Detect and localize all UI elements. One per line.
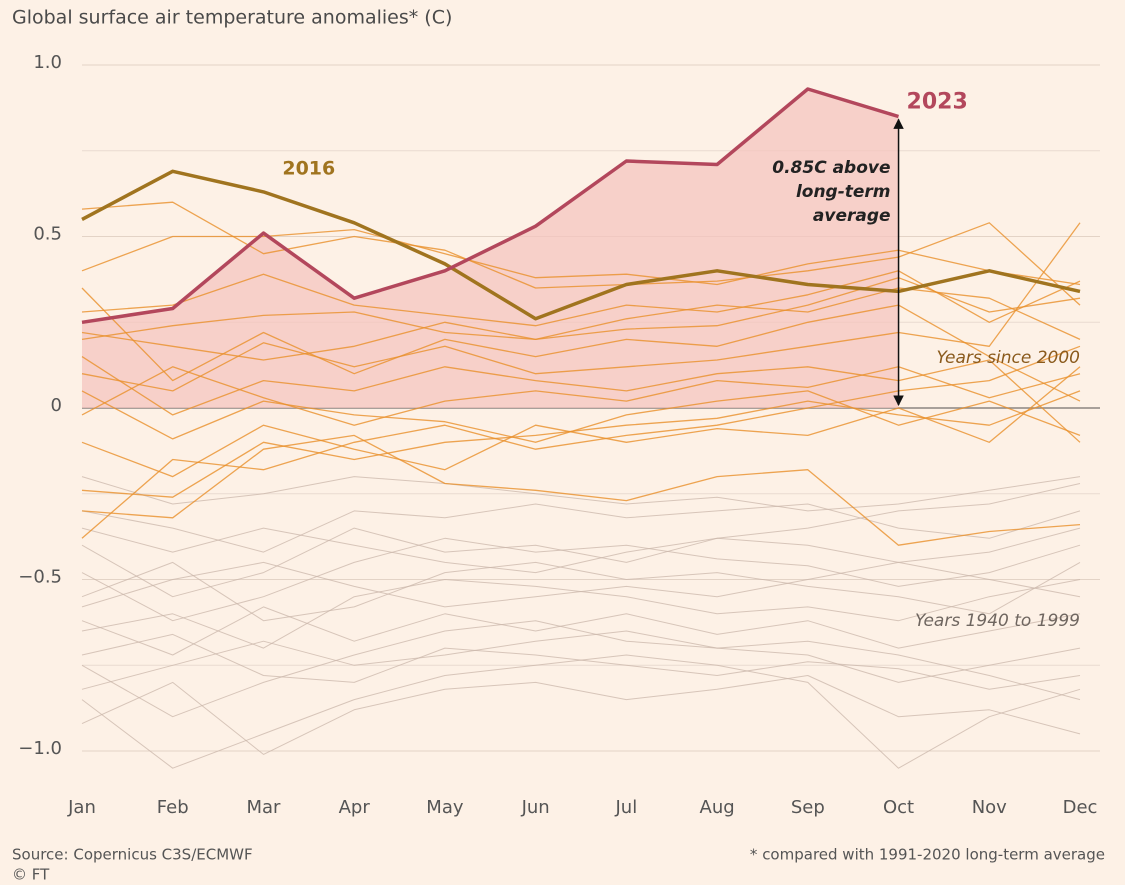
y-tick-label: −0.5 [18,567,62,588]
line [81,675,1081,755]
y-tick-label: −1.0 [18,738,62,759]
line [81,606,1081,656]
line [81,270,1081,327]
line [81,228,1081,286]
line [81,277,1081,361]
line [81,630,1081,701]
line [81,620,1081,718]
line [81,633,1081,690]
line [81,561,1081,608]
line [81,222,1081,392]
line [81,169,1081,321]
line [81,356,1081,443]
series-label: 2023 [907,89,968,114]
line [81,476,1081,512]
x-tick-label: Aug [700,797,735,818]
plot-area: 1.0 0.5 0 −0.5 −1.0 Jan Feb Mar Apr May Jun Jul Aug S… [18,52,1100,818]
x-tick-label: Nov [972,797,1007,818]
group-label: Years since 2000 [937,348,1080,368]
group-label: Years 1940 to 1999 [915,611,1080,631]
x-tick-label: Jan [67,797,96,818]
x-tick-label: Jul [615,797,638,818]
x-tick-label: Sep [791,797,825,818]
chart-title: Global surface air temperature anomalies… [12,7,452,29]
x-tick-label: May [426,797,464,818]
line [81,434,1081,546]
line [81,287,1081,402]
x-tick-label: Dec [1063,797,1098,818]
x-tick-label: Feb [157,797,189,818]
line [81,345,1081,539]
series-label: 2016 [282,157,335,179]
x-tick-label: Mar [246,797,281,818]
line [81,366,1081,478]
source: Source: Copernicus C3S/ECMWF [12,846,253,864]
line [81,366,1081,426]
line [81,537,1081,622]
annotation: average [813,206,891,226]
line [81,561,1081,622]
y-tick-label: 0.5 [33,224,62,245]
y-tick-label: 1.0 [33,52,62,73]
line [81,390,1081,443]
annotation: long-term [796,182,891,202]
x-tick-label: Jun [521,797,550,818]
copyright: © FT [12,866,50,884]
footnote: * compared with 1991-2020 long-term aver… [750,846,1105,864]
x-tick-label: Oct [883,797,914,818]
line [81,527,1081,574]
line [81,87,900,325]
line [81,390,1081,498]
line [81,483,1081,598]
annotation: 0.85C above [772,158,890,178]
y-tick-label: 0 [51,395,62,416]
line [81,503,1081,553]
x-tick-label: Apr [339,797,371,818]
